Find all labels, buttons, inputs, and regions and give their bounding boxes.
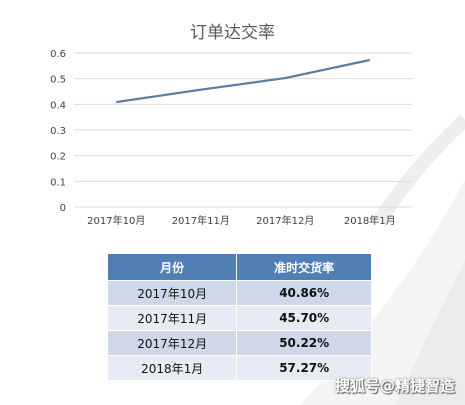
x-tick-label: 2017年10月 [87, 214, 145, 227]
y-tick-label: 0.4 [50, 100, 66, 111]
table-header-row: 月份 准时交货率 [106, 253, 372, 281]
table-row: 2018年1月 57.27% [106, 355, 372, 381]
watermark: 搜狐号@精捷智造 [334, 377, 455, 395]
table-row: 2017年11月 45.70% [106, 305, 372, 331]
line-chart: 订单达交率 0 0.1 0.2 0.3 0.4 0.5 0.6 2017年10月 2017年11… [50, 23, 412, 227]
y-tick-label: 0.5 [50, 75, 66, 86]
table-cell-month: 2018年1月 [106, 355, 238, 381]
chart-plot: 0 0.1 0.2 0.3 0.4 0.5 0.6 2017年10月 2017年11月 2017年… [50, 49, 412, 227]
y-tick-label: 0 [60, 203, 66, 214]
y-tick-label: 0.2 [50, 152, 66, 163]
x-tick-label: 2017年11月 [172, 214, 230, 227]
series-line [116, 58, 370, 104]
table-cell-month: 2017年12月 [106, 330, 238, 356]
table-row: 2017年10月 40.86% [106, 280, 372, 306]
table-header-month: 月份 [106, 253, 238, 281]
x-tick-label: 2018年1月 [344, 214, 396, 227]
table-header-rate: 准时交货率 [236, 253, 372, 281]
y-tick-label: 0.6 [50, 49, 66, 60]
table-row: 2017年12月 50.22% [106, 330, 372, 356]
table-cell-month: 2017年10月 [106, 280, 238, 306]
table-cell-rate: 50.22% [236, 330, 372, 356]
table-cell-rate: 40.86% [236, 280, 372, 306]
data-table: 月份 准时交货率 2017年10月 40.86% 2017年11月 45.70%… [106, 253, 372, 381]
x-tick-label: 2017年12月 [256, 214, 314, 227]
chart-title: 订单达交率 [190, 23, 275, 43]
table-cell-rate: 57.27% [236, 355, 372, 381]
table-cell-month: 2017年11月 [106, 305, 238, 331]
y-tick-label: 0.1 [50, 177, 66, 188]
y-tick-label: 0.3 [50, 126, 66, 137]
table-cell-rate: 45.70% [236, 305, 372, 331]
